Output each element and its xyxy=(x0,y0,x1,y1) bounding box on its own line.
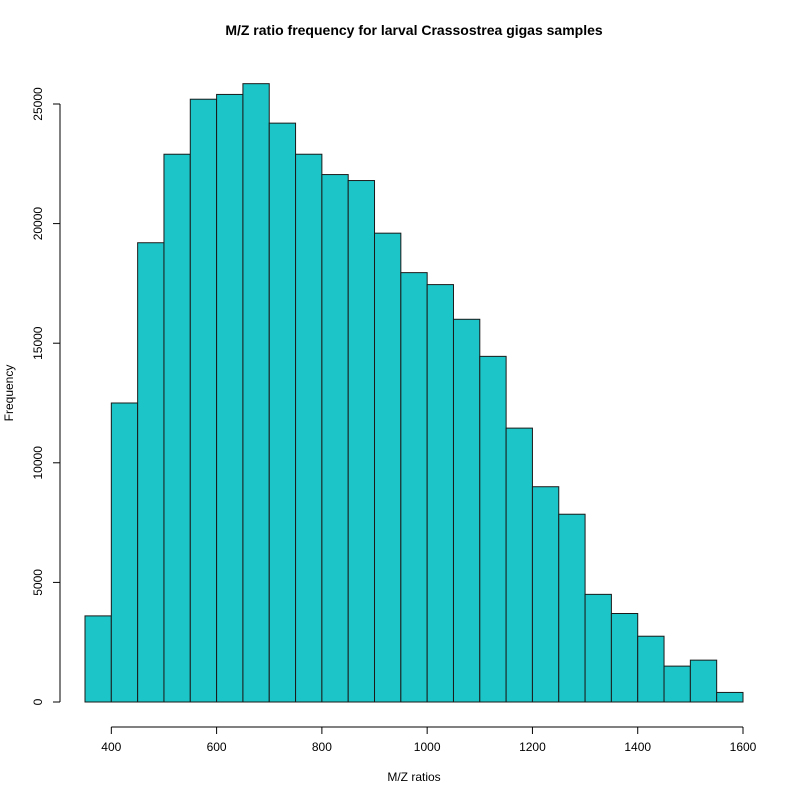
histogram-bar xyxy=(531,486,560,703)
histogram-bar xyxy=(663,665,691,703)
x-axis: 400 600 800 1000 1200 1400 1600 xyxy=(101,726,757,754)
y-tick-label: 0 xyxy=(31,698,45,705)
histogram-bar xyxy=(242,83,270,703)
x-tick-label: 800 xyxy=(312,740,332,754)
histogram-bar xyxy=(452,318,481,703)
histogram-bar xyxy=(189,98,218,703)
x-tick-label: 1400 xyxy=(624,740,651,754)
bars-group xyxy=(84,83,744,703)
x-tick-label: 400 xyxy=(101,740,121,754)
histogram-bar xyxy=(268,122,297,703)
histogram-bar xyxy=(716,691,744,703)
y-tick-label: 5000 xyxy=(31,569,45,596)
histogram-bar xyxy=(400,272,428,703)
y-axis-label: Frequency xyxy=(2,365,16,422)
y-tick-label: 20000 xyxy=(31,207,45,241)
histogram-bar xyxy=(347,180,376,703)
x-tick-label: 1200 xyxy=(519,740,546,754)
histogram-bar xyxy=(689,659,718,703)
x-tick-label: 600 xyxy=(207,740,227,754)
histogram-bar xyxy=(163,153,191,703)
histogram-bar xyxy=(110,402,139,703)
histogram-bar xyxy=(426,284,454,703)
histogram-bar xyxy=(505,427,533,703)
histogram-bar xyxy=(584,593,612,703)
y-axis: 0 5000 10000 15000 20000 25000 xyxy=(31,87,61,705)
x-tick-label: 1000 xyxy=(414,740,441,754)
histogram-bar xyxy=(479,355,507,703)
chart-title: M/Z ratio frequency for larval Crassostr… xyxy=(225,22,603,38)
y-tick-label: 25000 xyxy=(31,87,45,121)
x-axis-label: M/Z ratios xyxy=(387,770,440,784)
histogram-bar xyxy=(610,612,639,703)
histogram-bar xyxy=(137,242,165,703)
histogram-bar xyxy=(295,153,323,703)
histogram-bar xyxy=(374,232,402,703)
y-tick-label: 10000 xyxy=(31,446,45,480)
histogram-bar xyxy=(321,174,349,703)
y-tick-label: 15000 xyxy=(31,326,45,360)
histogram-bar xyxy=(558,513,586,703)
histogram-bar xyxy=(637,635,665,703)
x-tick-label: 1600 xyxy=(730,740,757,754)
histogram-bar xyxy=(216,93,244,703)
histogram-bar xyxy=(84,615,112,703)
